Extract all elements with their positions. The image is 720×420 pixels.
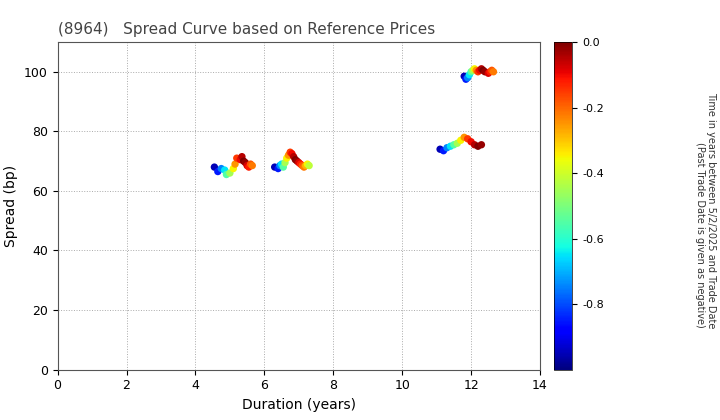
Point	[465, 139, 477, 145]
Point	[438, 147, 449, 154]
Point	[288, 153, 300, 160]
Point	[476, 142, 487, 148]
Point	[445, 143, 456, 150]
Point	[464, 71, 475, 78]
X-axis label: Duration (years): Duration (years)	[242, 398, 356, 412]
Point	[459, 73, 470, 80]
Point	[238, 158, 249, 165]
Point	[303, 162, 315, 169]
Point	[272, 165, 284, 172]
Point	[241, 162, 253, 169]
Point	[292, 158, 303, 165]
Text: (8964)   Spread Curve based on Reference Prices: (8964) Spread Curve based on Reference P…	[58, 22, 435, 37]
Point	[229, 161, 240, 168]
Point	[302, 161, 313, 168]
Point	[455, 137, 467, 144]
Point	[487, 68, 499, 75]
Point	[465, 68, 477, 75]
Point	[277, 164, 289, 171]
Point	[289, 156, 301, 163]
Point	[467, 67, 479, 74]
Point	[212, 168, 224, 175]
Point	[469, 142, 480, 148]
Point	[469, 66, 480, 72]
Point	[219, 167, 230, 173]
Y-axis label: Spread (bp): Spread (bp)	[4, 165, 19, 247]
Point	[486, 67, 498, 74]
Point	[286, 150, 297, 157]
Point	[281, 155, 292, 162]
Point	[220, 171, 232, 178]
Point	[485, 68, 496, 75]
Point	[441, 144, 453, 151]
Point	[246, 162, 258, 169]
Point	[293, 159, 305, 166]
Point	[462, 74, 474, 81]
Point	[298, 164, 310, 171]
Point	[300, 162, 312, 169]
Point	[476, 66, 487, 72]
Point	[245, 161, 256, 168]
Point	[224, 170, 235, 176]
Point	[459, 134, 470, 141]
Point	[434, 146, 446, 152]
Point	[228, 165, 239, 172]
Point	[479, 68, 490, 75]
Point	[472, 143, 484, 150]
Point	[294, 161, 306, 168]
Point	[231, 155, 243, 162]
Point	[451, 140, 463, 147]
Point	[470, 67, 482, 74]
Text: Time in years between 5/2/2025 and Trade Date
(Past Trade Date is given as negat: Time in years between 5/2/2025 and Trade…	[695, 92, 716, 328]
Point	[472, 68, 484, 75]
Point	[462, 135, 474, 142]
Point	[297, 162, 308, 169]
Point	[482, 70, 494, 76]
Point	[283, 152, 294, 158]
Point	[269, 164, 281, 171]
Point	[215, 165, 227, 172]
Point	[209, 164, 220, 171]
Point	[448, 142, 459, 148]
Point	[276, 161, 287, 168]
Point	[279, 159, 291, 166]
Point	[477, 67, 489, 74]
Point	[274, 162, 286, 169]
Point	[235, 156, 246, 163]
Point	[236, 153, 248, 160]
Point	[474, 67, 485, 74]
Point	[243, 164, 255, 171]
Point	[284, 149, 296, 155]
Point	[460, 76, 472, 83]
Point	[240, 159, 251, 166]
